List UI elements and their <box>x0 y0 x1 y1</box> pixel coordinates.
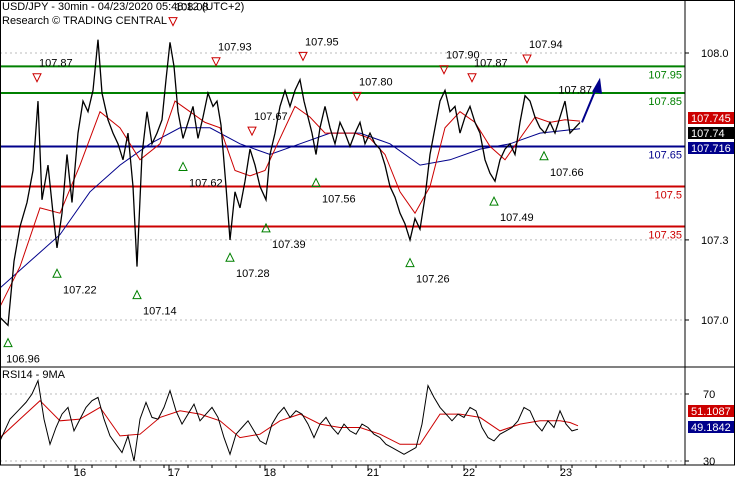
price-panel-frame <box>0 0 735 368</box>
x-tick-label: 18 <box>264 467 276 479</box>
level-label-107.35: 107.35 <box>648 230 682 242</box>
marker-down <box>467 73 477 83</box>
marker-label-107.67: 107.67 <box>254 111 288 123</box>
right-value-badges: 107.745 107.74 107.716 51.1087 49.1842 <box>688 112 734 434</box>
forecast-target-label: 107.87 <box>558 85 592 97</box>
price-y-tick-label: 108.0 <box>701 48 729 60</box>
marker-up <box>405 257 415 268</box>
price-line <box>0 39 581 327</box>
chart-subtitle: Research © TRADING CENTRAL <box>2 15 167 27</box>
marker-label-107.39: 107.39 <box>272 239 306 251</box>
marker-label-107.49: 107.49 <box>500 212 534 224</box>
marker-down <box>522 54 532 65</box>
rsi-y-tick-label: 30 <box>703 456 715 468</box>
marker-label-107.93: 107.93 <box>218 42 252 54</box>
marker-up <box>225 252 235 262</box>
marker-down <box>352 91 362 102</box>
forecast-arrow-head <box>592 77 602 94</box>
level-lines: 107.95 107.85 107.65 107.5 107.35 <box>0 65 685 242</box>
chart-title: USD/JPY - 30min - 04/23/2020 05:48:12 (U… <box>2 1 244 13</box>
price-badge-2-bg <box>688 142 734 154</box>
marker-up <box>132 289 142 300</box>
marker-down <box>247 126 257 137</box>
x-tick-label: 23 <box>560 467 572 479</box>
level-label-107.5: 107.5 <box>654 190 682 202</box>
marker-label-107.80: 107.80 <box>359 76 393 88</box>
x-tick-label: 17 <box>168 467 180 479</box>
marker-up <box>178 161 188 171</box>
marker-up <box>52 268 62 278</box>
ma-red-line <box>0 100 581 307</box>
marker-up <box>489 196 499 206</box>
price-grid <box>0 52 685 321</box>
marker-label-107.56: 107.56 <box>322 193 356 205</box>
rsi-badge-0-bg <box>688 405 734 417</box>
marker-label-108.08: 108.08 <box>175 2 209 14</box>
marker-label-107.87: 107.87 <box>39 58 73 70</box>
x-tick-label: 16 <box>74 467 86 479</box>
marker-up <box>3 337 13 348</box>
price-y-tick-label: 107.0 <box>701 315 729 327</box>
price-badge-0-bg <box>688 112 734 124</box>
marker-up <box>311 177 321 187</box>
marker-label-106.96: 106.96 <box>6 354 40 366</box>
series-lines: 107.87 <box>0 39 602 462</box>
level-label-107.85: 107.85 <box>648 96 682 108</box>
marker-up <box>539 150 549 161</box>
rsi-badge-1-bg <box>688 421 734 433</box>
level-label-107.95: 107.95 <box>648 69 682 81</box>
marker-up <box>261 222 271 233</box>
rsi-title: RSI14 - 9MA <box>2 369 66 381</box>
rsi-grid <box>0 393 685 462</box>
marker-label-107.26: 107.26 <box>416 274 450 286</box>
marker-label-107.90: 107.90 <box>446 50 480 62</box>
rsi-badge-1: 49.1842 <box>691 422 731 434</box>
marker-label-107.94: 107.94 <box>529 39 563 51</box>
rsi-ma-line <box>0 400 579 445</box>
price-badge-1-bg <box>688 127 734 139</box>
price-badge-2: 107.716 <box>691 143 731 155</box>
marker-label-107.95: 107.95 <box>305 36 339 48</box>
ma-blue-line <box>0 127 581 289</box>
rsi-panel-frame <box>0 366 735 466</box>
marker-down <box>439 65 449 75</box>
price-y-tick-label: 107.3 <box>701 235 729 247</box>
turning-point-markers: 107.87 108.08 107.93 107.67 107.95 107.80 107.… <box>3 2 584 366</box>
x-tick-label: 22 <box>463 467 475 479</box>
marker-label-107.22: 107.22 <box>63 284 97 296</box>
rsi-badge-0: 51.1087 <box>691 406 731 418</box>
rsi-y-tick-label: 70 <box>703 389 715 401</box>
level-label-107.65: 107.65 <box>648 149 682 161</box>
marker-down <box>168 17 178 27</box>
marker-label-107.87: 107.87 <box>474 58 508 70</box>
marker-label-107.62: 107.62 <box>189 177 223 189</box>
rsi-line <box>0 378 579 462</box>
marker-down <box>298 51 308 62</box>
marker-down <box>32 73 42 83</box>
x-tick-label: 21 <box>367 467 379 479</box>
marker-label-107.66: 107.66 <box>550 167 584 179</box>
marker-down <box>211 57 221 67</box>
price-badge-1: 107.74 <box>691 128 725 140</box>
marker-label-107.28: 107.28 <box>236 268 270 280</box>
price-badge-0: 107.745 <box>691 113 731 125</box>
marker-label-107.14: 107.14 <box>143 306 177 318</box>
